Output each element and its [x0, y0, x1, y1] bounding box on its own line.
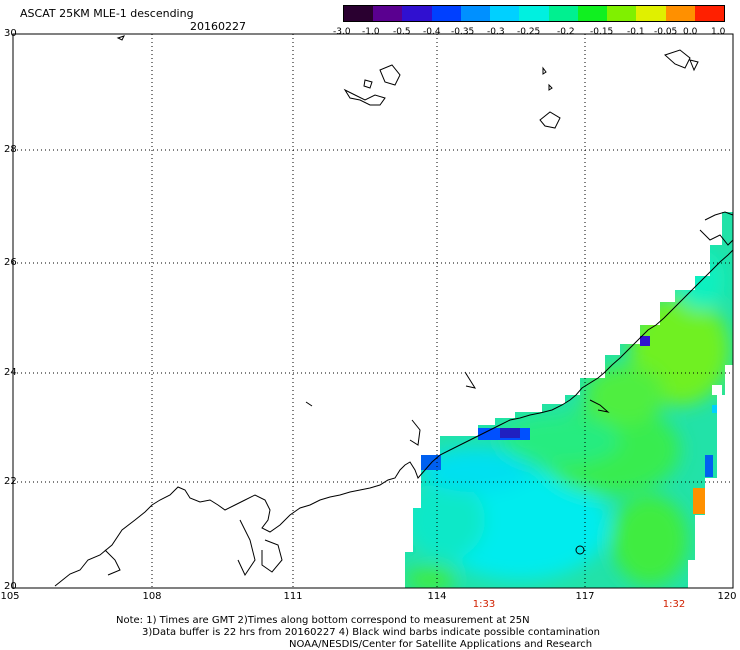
color-swatch-10 [607, 6, 637, 21]
colorbar-label: -0.35 [451, 27, 475, 37]
lon-label: 117 [575, 591, 595, 602]
lon-label: 111 [283, 591, 303, 602]
color-swatch-12 [665, 6, 695, 21]
color-swatch-9 [577, 6, 608, 21]
colorbar-label: -1.0 [362, 27, 380, 37]
color-swatch-8 [548, 6, 578, 21]
colorbar-label: -0.1 [627, 27, 645, 37]
color-swatch-5 [460, 6, 491, 21]
lon-label: 105 [0, 591, 20, 602]
coastline [54, 211, 734, 587]
color-swatch-2 [373, 6, 403, 21]
color-swatch-4 [431, 6, 461, 21]
colorbar-label: -0.3 [487, 27, 505, 37]
lat-label: 30 [4, 28, 17, 39]
color-swatch-1 [344, 6, 374, 21]
lat-label: 26 [4, 257, 17, 268]
colorbar-label: -0.5 [393, 27, 411, 37]
colorbar-label: -0.4 [423, 27, 441, 37]
map-frame [12, 33, 734, 589]
lat-label: 22 [4, 476, 17, 487]
lon-label: 120 [717, 591, 737, 602]
colorbar-label: -0.25 [517, 27, 541, 37]
color-swatch-3 [402, 6, 432, 21]
footer-credit: NOAA/NESDIS/Center for Satellite Applica… [289, 639, 593, 650]
colorbar-label: -3.0 [333, 27, 351, 37]
colorbar-label: -0.05 [654, 27, 678, 37]
lat-lon-grid [13, 33, 733, 588]
lon-label: 114 [427, 591, 447, 602]
lat-label: 20 [4, 581, 17, 592]
colorbar-label: -0.15 [590, 27, 614, 37]
pass-time-label: 1:33 [472, 599, 496, 610]
color-swatch-13 [694, 6, 725, 21]
color-swatch-7 [519, 6, 549, 21]
colorbar-label: -0.2 [557, 27, 575, 37]
footer-note-1: Note: 1) Times are GMT 2)Times along bot… [116, 615, 530, 626]
color-scale-bar [343, 5, 725, 22]
colorbar-label: 1.0 [711, 27, 726, 37]
map-date: 20160227 [190, 20, 246, 33]
lon-label: 108 [142, 591, 162, 602]
map-title: ASCAT 25KM MLE-1 descending [20, 7, 194, 20]
color-swatch-11 [636, 6, 666, 21]
lat-label: 28 [4, 144, 17, 155]
colorbar-label: 0.0 [683, 27, 698, 37]
lat-label: 24 [4, 367, 17, 378]
color-swatch-6 [490, 6, 520, 21]
islands [116, 35, 699, 129]
pass-time-label: 1:32 [662, 599, 686, 610]
footer-note-2: 3)Data buffer is 22 hrs from 20160227 4)… [142, 627, 600, 638]
